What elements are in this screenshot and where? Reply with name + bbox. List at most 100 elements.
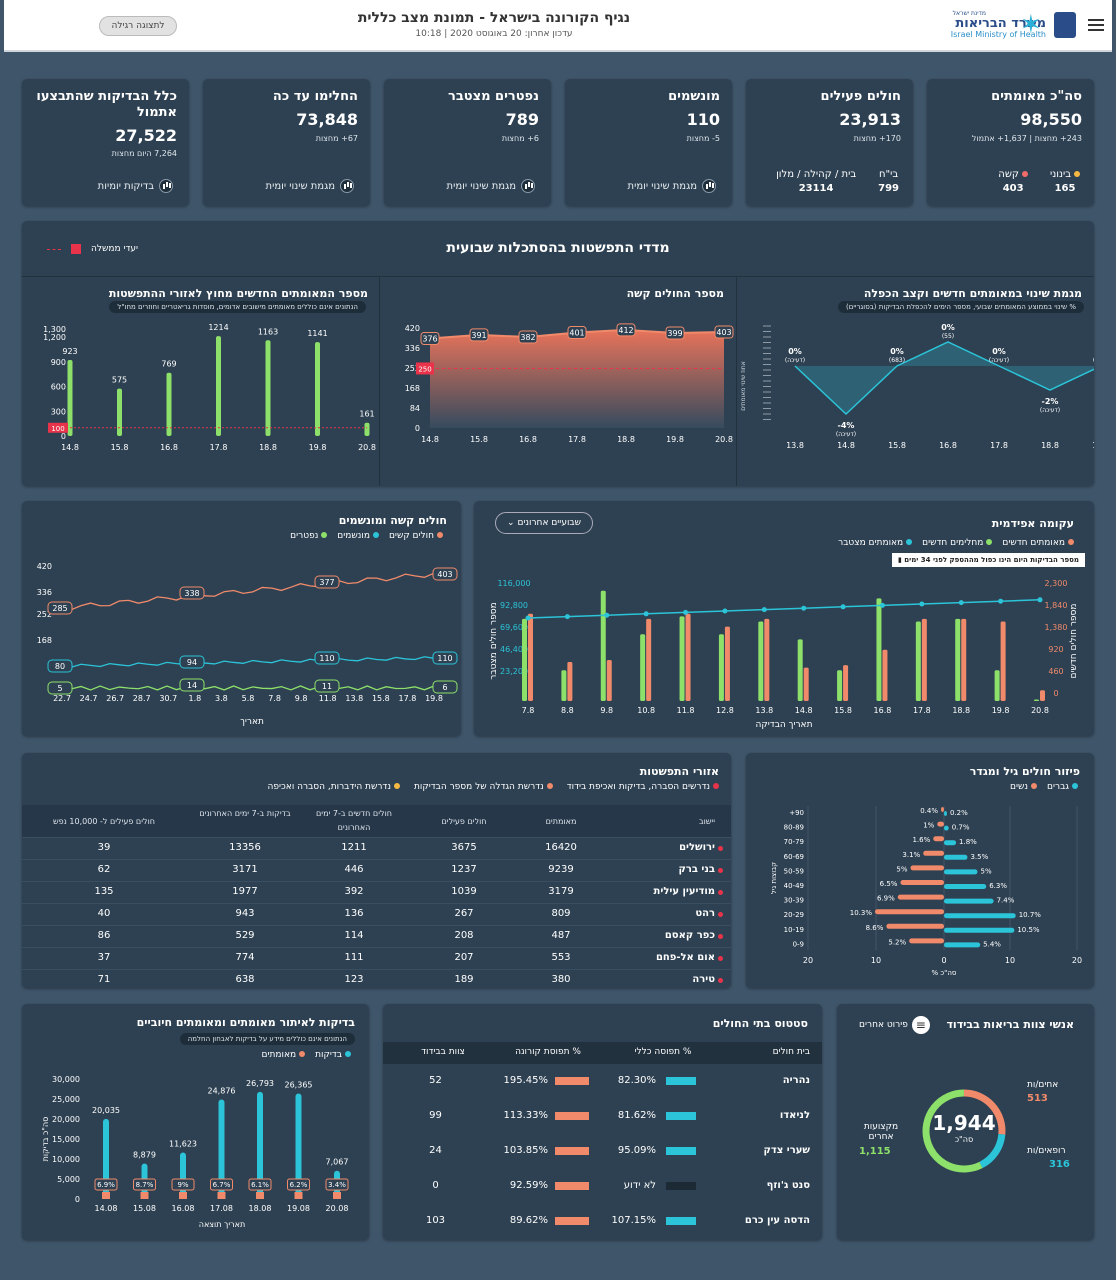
corona-occupancy-bar: [555, 1147, 589, 1155]
men-label: 7.4%: [997, 897, 1015, 905]
x-tick: 17.8: [913, 706, 931, 715]
x-tick: 17.8: [399, 694, 417, 703]
x-tick: 19.8: [1092, 441, 1094, 450]
x-tick: 18.8: [952, 706, 970, 715]
staff-total-label: סה"כ: [954, 1135, 974, 1144]
severe-ventilated-title: חולים קשה ומונשמים: [338, 514, 447, 527]
tests-label: 11,623: [169, 1140, 197, 1149]
others-label: מקצועות אחרים: [863, 1122, 899, 1142]
x-tick: 18.8: [1041, 441, 1059, 450]
x-tick: 11.8: [319, 694, 337, 703]
y-tick-right: 1,840: [1045, 601, 1068, 610]
x-tick: 18.8: [259, 443, 277, 452]
others-details-link[interactable]: ≡ פירוט אחרים: [859, 1016, 930, 1034]
y-tick: 168: [37, 636, 52, 645]
women-label: 8.6%: [866, 924, 884, 932]
regions-header-cell: בדיקות ב-7 ימים האחרונים: [199, 809, 291, 818]
value-box: [567, 326, 587, 340]
regions-cell[interactable]: מודיעין עילית: [653, 886, 715, 897]
regions-cell: 3171: [232, 864, 258, 875]
daily-trend-link[interactable]: מגמת שינוי יומית: [628, 179, 716, 193]
corona-occupancy-value: 195.45%: [503, 1075, 549, 1086]
emblem-icon: [1054, 12, 1076, 38]
target-badge: [416, 362, 434, 375]
value-label: 401: [569, 329, 584, 338]
cumulative-point: [919, 601, 925, 607]
staff-donut-chart: [922, 1089, 1006, 1173]
regions-header-cell: מאומתים: [545, 817, 577, 826]
menu-icon[interactable]: [1088, 19, 1104, 31]
staff-isolation-value: 103: [425, 1215, 446, 1226]
hospitals-header-cell: % תפוסה כללי: [634, 1047, 692, 1057]
bar: [117, 388, 122, 436]
hospital-name[interactable]: סנט ג'וזף: [766, 1180, 810, 1191]
regions-cell[interactable]: ירושלים: [679, 842, 715, 853]
daily-trend-link[interactable]: מגמת שינוי יומית: [266, 179, 354, 193]
men-bar: [944, 942, 981, 948]
men-label: 0.7%: [952, 824, 970, 832]
line: [794, 341, 1094, 416]
regions-cell: 380: [551, 974, 571, 985]
confirmed-bar: [843, 665, 849, 701]
regions-cell[interactable]: רהט: [695, 908, 715, 919]
red-status-dot: [718, 912, 723, 917]
regions-cell[interactable]: אום אל-פחם: [655, 952, 715, 963]
value-box: [420, 331, 440, 345]
regions-row: [22, 969, 731, 991]
corona-occupancy-value: 103.85%: [503, 1145, 549, 1156]
y-tick-right: 2,300: [1045, 579, 1068, 588]
staff-isolation-value: 99: [429, 1110, 442, 1121]
hospitals-header-cell[interactable]: % תפוסת קורונה: [515, 1047, 581, 1057]
red-status-dot: [718, 956, 723, 961]
tests-title: בדיקות לאיתור מאומתים ומאומתים חיוביים: [136, 1016, 355, 1029]
x-tick: 3.8: [215, 694, 228, 703]
confirmed-bar: [179, 1192, 187, 1199]
recovered-bar: [679, 616, 685, 701]
list-icon: ≡: [911, 1016, 930, 1034]
bar: [265, 340, 271, 436]
value-box: [179, 586, 205, 600]
x-tick: 15.8: [834, 706, 852, 715]
tests-label: 8,879: [133, 1150, 156, 1159]
women-label: 10.3%: [850, 909, 873, 917]
stat-card: נפטרים מצטבר 789 6+ מחצות מגמת שינוי יומית: [384, 79, 551, 206]
regions-cell[interactable]: בני ברק: [678, 864, 715, 875]
y-tick: 10,000: [52, 1155, 80, 1164]
regions-cell: 123: [344, 974, 364, 985]
confirmed-bar: [1000, 621, 1006, 701]
y-tick-left: 69,600: [500, 623, 528, 632]
hospital-name[interactable]: הדסה עין כרם: [744, 1215, 810, 1226]
y-tick: 30,000: [52, 1075, 80, 1084]
corona-occupancy-value: 89.62%: [509, 1215, 548, 1226]
regions-cell: 86: [97, 930, 111, 941]
stat-sub: 5- מחצות: [686, 134, 720, 143]
epidemic-curve-chart: 116,000 92,800 69,600 46,400 23,200 2,300 1,84…: [489, 579, 1079, 730]
hospital-name[interactable]: נהריה: [782, 1075, 810, 1086]
value-box: [47, 681, 73, 695]
stat-breakdown: בינוני 165 קשה 403: [998, 169, 1080, 194]
tests-bar: [257, 1091, 263, 1199]
y-tick: 40-49: [784, 882, 804, 890]
daily-trend-link[interactable]: בדיקות יומיות: [98, 179, 173, 193]
staff-isolation-value: 0: [432, 1180, 439, 1191]
x-tick: 13.8: [786, 441, 804, 450]
stat-value: 73,848: [296, 110, 358, 129]
regions-cell[interactable]: כפר קאסם: [664, 930, 715, 941]
regular-view-button[interactable]: לתצוגה רגילה: [99, 16, 177, 36]
daily-trend-link[interactable]: מגמת שינוי יומית: [447, 179, 535, 193]
x-tick: 10: [871, 956, 881, 965]
cumulative-point: [958, 600, 964, 606]
confirmed-bar: [803, 667, 809, 701]
general-occupancy-value: 95.09%: [617, 1145, 656, 1156]
tests-bar: [218, 1099, 225, 1199]
hospital-name[interactable]: לניאדו: [779, 1110, 810, 1121]
corona-occupancy-bar: [555, 1217, 589, 1225]
period-dropdown[interactable]: שבועיים אחרונים ⌄: [495, 512, 593, 534]
x-tick: 22.7: [53, 694, 71, 703]
y-axis-label: סה"כ בדיקות: [41, 1117, 50, 1162]
regions-cell[interactable]: טירה: [692, 974, 715, 985]
women-label: 6.9%: [877, 895, 895, 903]
staff-total: 1,944: [932, 1111, 996, 1135]
y-tick: 600: [51, 383, 66, 392]
hospital-name[interactable]: שערי צדק: [763, 1145, 810, 1156]
